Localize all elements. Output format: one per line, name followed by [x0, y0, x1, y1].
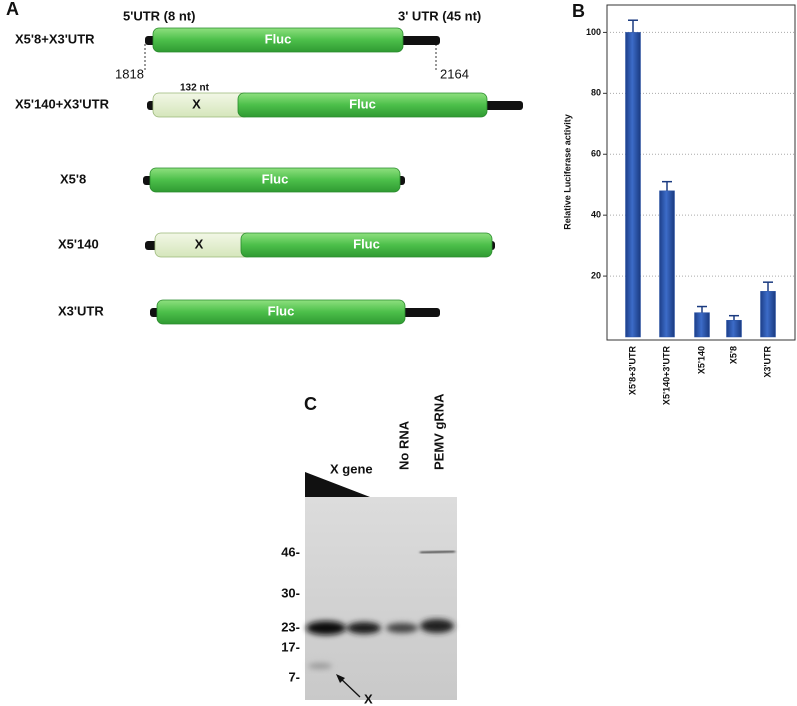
- x-segment: [152, 92, 251, 118]
- segment-label: X: [192, 96, 201, 111]
- fluc-segment: [156, 299, 406, 325]
- panel-letter: B: [572, 1, 585, 21]
- annotation: 1818: [115, 66, 144, 81]
- bar: [625, 32, 641, 338]
- panel-letter: C: [304, 394, 317, 414]
- y-tick-label: 80: [591, 88, 601, 98]
- construct-label: X5'8+X3'UTR: [15, 31, 95, 46]
- y-tick-label: 20: [591, 270, 601, 280]
- lane-label: X gene: [330, 461, 373, 476]
- fluc-segment: [240, 232, 493, 258]
- x-tick-label: X5'140: [696, 346, 706, 374]
- bar: [726, 319, 742, 338]
- lane-label: PEMV gRNA: [431, 393, 446, 470]
- bar: [659, 190, 675, 338]
- construct-label: X5'140+X3'UTR: [15, 96, 110, 111]
- y-tick-label: 40: [591, 210, 601, 220]
- y-tick-label: 100: [586, 27, 601, 37]
- segment-label: X: [195, 236, 204, 251]
- segment-label: Fluc: [268, 303, 295, 318]
- size-marker: 7-: [288, 669, 300, 684]
- segment-label: Fluc: [349, 96, 376, 111]
- annotation: 5'UTR (8 nt): [123, 8, 195, 23]
- segment-label: Fluc: [353, 236, 380, 251]
- panel-a: A 5'UTR (8 nt) 3' UTR (45 nt) 1818 2164 …: [6, 0, 523, 325]
- y-tick-label: 60: [591, 149, 601, 159]
- annotation: 3' UTR (45 nt): [398, 8, 481, 23]
- annotation: 2164: [440, 66, 469, 81]
- bar: [760, 291, 776, 338]
- construct-label: X5'140: [58, 236, 99, 251]
- annotation: 132 nt: [180, 83, 210, 94]
- bands: [306, 619, 454, 669]
- x-tick-label: X5'8+3'UTR: [627, 346, 637, 396]
- size-marker: 46-: [281, 544, 300, 559]
- panel-b: B Relative Luciferase activity 20 40 60 80 1…: [562, 1, 796, 405]
- panel-letter: A: [6, 0, 19, 19]
- size-marker: 23-: [281, 619, 300, 634]
- size-marker: 17-: [281, 639, 300, 654]
- construct-label: X3'UTR: [58, 303, 104, 318]
- panel-c: C X gene No RNA PEMV gRNA X 46- 30- 23- 17-…: [281, 393, 457, 706]
- segment-label: Fluc: [265, 31, 292, 46]
- wedge: [305, 472, 370, 497]
- size-marker: 30-: [281, 585, 300, 600]
- x-segment: [154, 232, 254, 258]
- construct-label: X5'8: [60, 171, 86, 186]
- fluc-segment: [149, 167, 401, 193]
- bar: [694, 312, 710, 338]
- annotation: X: [364, 691, 373, 706]
- y-axis-label: Relative Luciferase activity: [562, 114, 572, 230]
- band: [419, 549, 456, 555]
- arrow-head: [336, 674, 345, 683]
- x-tick-label: X5'140+3'UTR: [661, 345, 671, 405]
- x-tick-label: X5'8: [728, 346, 738, 364]
- segment-label: Fluc: [262, 171, 289, 186]
- x-tick-label: X3'UTR: [762, 346, 772, 378]
- gel: [305, 497, 457, 700]
- fluc-segment: [152, 27, 404, 53]
- fluc-segment: [237, 92, 488, 118]
- lane-label: No RNA: [396, 420, 411, 470]
